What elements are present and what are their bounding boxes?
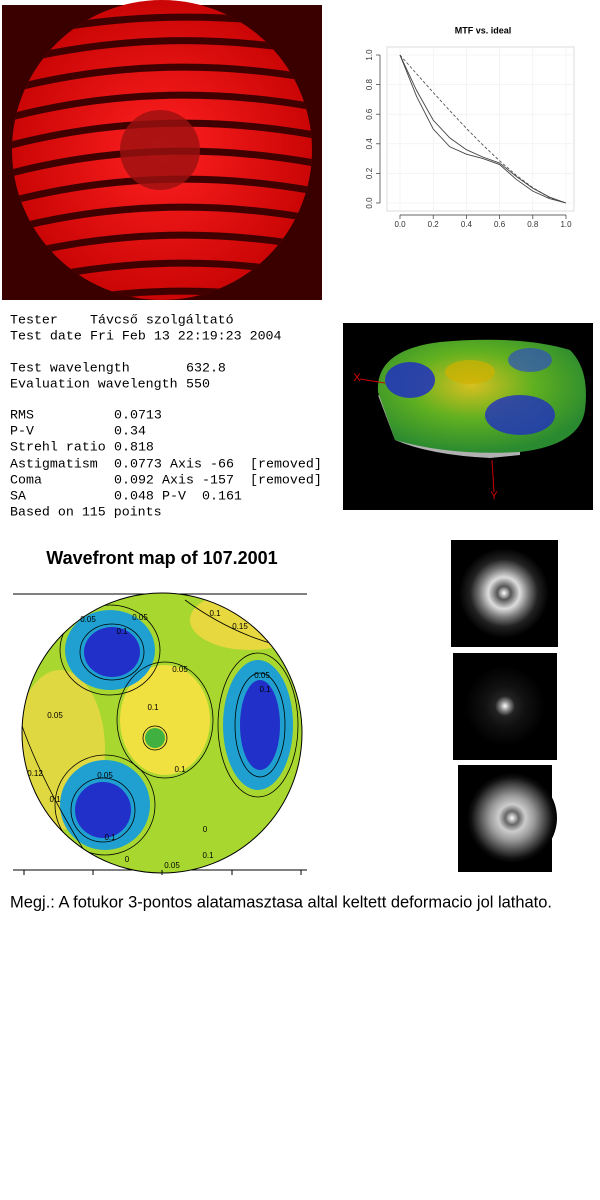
report-text: P-V bbox=[162, 489, 186, 504]
contour-label: 0.1 bbox=[116, 627, 128, 636]
contour-label: 0.1 bbox=[202, 851, 214, 860]
contour-label: 0.05 bbox=[47, 711, 63, 720]
contour-label: 0.05 bbox=[132, 613, 148, 622]
contour-label: 0.1 bbox=[104, 833, 116, 842]
mtf-plot-area bbox=[386, 46, 575, 212]
x-tick-label: 0.8 bbox=[527, 220, 539, 229]
surface-3d bbox=[343, 323, 593, 510]
contour-label: 0.1 bbox=[147, 703, 159, 712]
report-text: P-V bbox=[10, 424, 34, 439]
report-text: 0.048 bbox=[114, 489, 154, 504]
x-tick-label: 0.4 bbox=[461, 220, 473, 229]
contour-label: 0.05 bbox=[80, 615, 96, 624]
axis-label: Y bbox=[490, 490, 498, 502]
axis-label: X bbox=[353, 372, 361, 384]
report-text: SA bbox=[10, 489, 26, 504]
contour-label: 0 bbox=[125, 855, 130, 864]
y-tick-label: 0.6 bbox=[365, 108, 374, 120]
contour-label: 0.05 bbox=[97, 771, 113, 780]
report-text: 0.0713 bbox=[114, 408, 162, 423]
y-tick-label: 0.2 bbox=[365, 167, 374, 179]
report-text: 550 bbox=[186, 377, 210, 392]
star-images bbox=[451, 540, 558, 872]
mtf-line bbox=[399, 54, 567, 204]
x-tick-label: 0.0 bbox=[394, 220, 406, 229]
report-text: Axis bbox=[162, 473, 194, 488]
mtf-title: MTF vs. ideal bbox=[455, 25, 512, 35]
y-tick-label: 0.8 bbox=[365, 78, 374, 90]
wavefront-map bbox=[13, 592, 307, 875]
contour-label: 0.1 bbox=[259, 685, 271, 694]
interferogram bbox=[2, 0, 322, 300]
report-text: [removed] bbox=[250, 473, 322, 488]
report-text: [removed] bbox=[250, 457, 322, 472]
contour-label: 0.1 bbox=[174, 765, 186, 774]
report-text: Test wavelength bbox=[10, 361, 130, 376]
y-tick-label: 1.0 bbox=[365, 49, 374, 61]
report-text: Based on 115 points bbox=[10, 505, 162, 520]
report-text: 0.161 bbox=[202, 489, 242, 504]
report-text: Strehl ratio bbox=[10, 440, 106, 455]
report-text: 0.092 bbox=[114, 473, 154, 488]
contour-label: 0.15 bbox=[232, 622, 248, 631]
caption: Megj.: A fotukor 3-pontos alatamasztasa … bbox=[10, 893, 552, 911]
report-text: Axis bbox=[170, 457, 202, 472]
y-tick-label: 0.0 bbox=[365, 197, 374, 209]
x-tick-label: 1.0 bbox=[560, 220, 572, 229]
contour-label: 0.1 bbox=[209, 609, 221, 618]
report-text: Test date bbox=[10, 329, 82, 344]
x-tick-label: 0.2 bbox=[428, 220, 440, 229]
contour-label: 0.12 bbox=[27, 769, 43, 778]
report-text: -157 bbox=[202, 473, 234, 488]
contour-label: 0.05 bbox=[164, 861, 180, 870]
report-text: Coma bbox=[10, 473, 42, 488]
report-text: 0.818 bbox=[114, 440, 154, 455]
report-text: Fri Feb 13 22:19:23 2004 bbox=[90, 329, 282, 344]
y-tick-label: 0.4 bbox=[365, 138, 374, 150]
mtf-line bbox=[399, 54, 567, 204]
contour-label: 0.1 bbox=[49, 795, 61, 804]
report-text: 632.8 bbox=[186, 361, 226, 376]
report-text: RMS bbox=[10, 408, 34, 423]
contour-label: 0.05 bbox=[254, 671, 270, 680]
mtf-line bbox=[399, 54, 567, 204]
report-text: 0.34 bbox=[114, 424, 146, 439]
report-text: Távcső szolgáltató bbox=[90, 313, 234, 328]
report-text: 0.0773 bbox=[114, 457, 162, 472]
report-text: Astigmatism bbox=[10, 457, 98, 472]
report-text: Tester bbox=[10, 313, 58, 328]
report-text: Evaluation wavelength bbox=[10, 377, 178, 392]
report-text: -66 bbox=[210, 457, 234, 472]
x-tick-label: 0.6 bbox=[494, 220, 506, 229]
contour-label: 0.05 bbox=[172, 665, 188, 674]
contour-label: 0 bbox=[203, 825, 208, 834]
wavefront-title: Wavefront map of 107.2001 bbox=[46, 548, 277, 568]
